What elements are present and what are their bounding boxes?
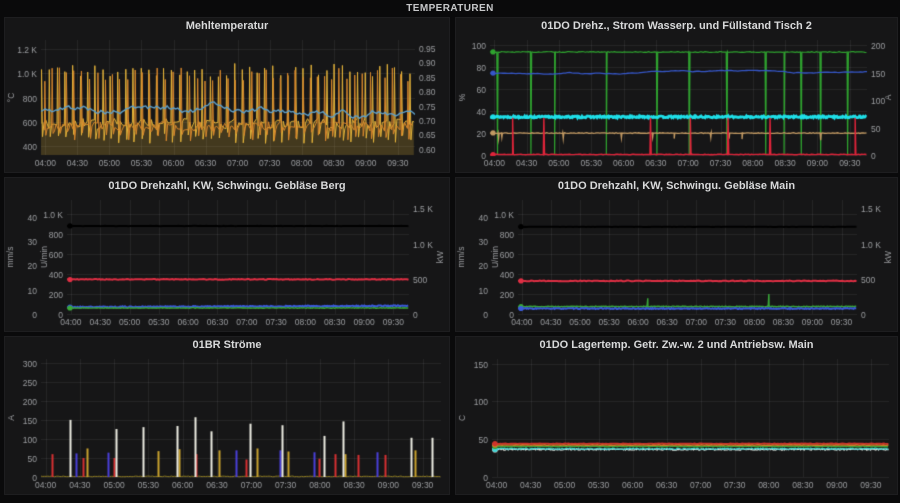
panel-title-drehzahl-geblaese-berg[interactable]: 01DO Drehzahl, KW, Schwingu. Gebläse Ber… — [5, 178, 449, 194]
panel-stroeme: 01BR Ströme — [4, 336, 450, 495]
dashboard-header: TEMPERATUREN — [0, 0, 900, 17]
drehzahl-geblaese-berg-chart-canvas[interactable] — [5, 194, 449, 331]
panel-drehzahl-geblaese-main: 01DO Drehzahl, KW, Schwingu. Gebläse Mai… — [455, 177, 898, 332]
panel-title-mehltemperatur[interactable]: Mehltemperatur — [5, 18, 449, 34]
panel-mehltemperatur: Mehltemperatur — [4, 17, 450, 173]
panel-title-drehzahl-geblaese-main[interactable]: 01DO Drehzahl, KW, Schwingu. Gebläse Mai… — [456, 178, 897, 194]
panel-drehz-strom-wasserp-fuellstand: 01DO Drehz., Strom Wasserp. und Füllstan… — [455, 17, 898, 173]
drehz-strom-wasserp-fuellstand-chart-canvas[interactable] — [456, 34, 897, 172]
mehltemperatur-chart-canvas[interactable] — [5, 34, 449, 172]
dashboard-title: TEMPERATUREN — [406, 3, 493, 14]
panel-grid: Mehltemperatur 01DO Drehz., Strom Wasser… — [0, 17, 900, 499]
panel-title-drehz-strom-wasserp-fuellstand[interactable]: 01DO Drehz., Strom Wasserp. und Füllstan… — [456, 18, 897, 34]
stroeme-chart-canvas[interactable] — [5, 353, 449, 494]
lagertemp-chart-canvas[interactable] — [456, 353, 897, 494]
panel-title-stroeme[interactable]: 01BR Ströme — [5, 337, 449, 353]
drehzahl-geblaese-main-chart-canvas[interactable] — [456, 194, 897, 331]
panel-drehzahl-geblaese-berg: 01DO Drehzahl, KW, Schwingu. Gebläse Ber… — [4, 177, 450, 332]
panel-title-lagertemp[interactable]: 01DO Lagertemp. Getr. Zw.-w. 2 und Antri… — [456, 337, 897, 353]
panel-lagertemp: 01DO Lagertemp. Getr. Zw.-w. 2 und Antri… — [455, 336, 898, 495]
